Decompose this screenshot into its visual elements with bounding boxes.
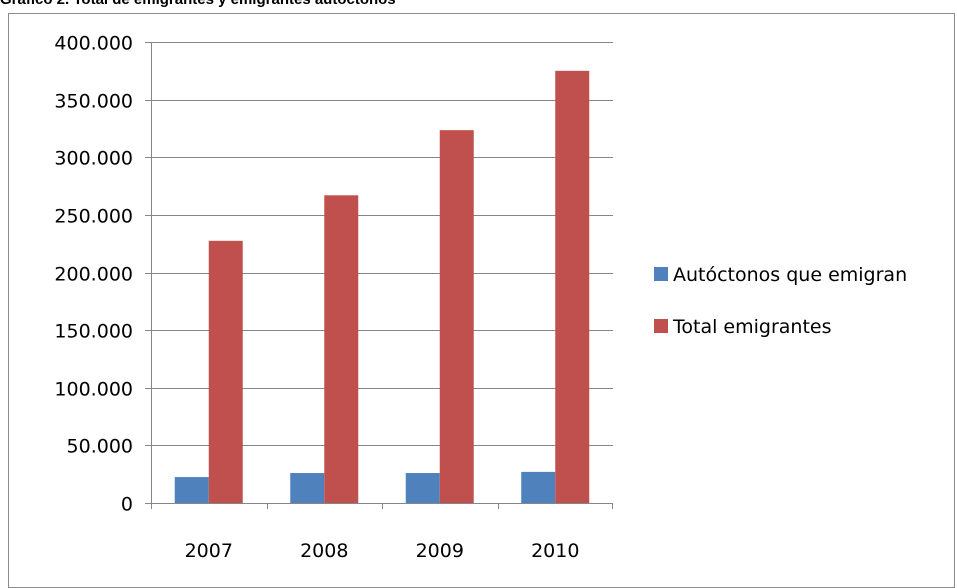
legend-swatch	[654, 267, 668, 281]
chart-frame	[8, 13, 955, 588]
legend-label: Autóctonos que emigran	[673, 264, 907, 286]
bar-autoctonos-2009	[405, 473, 440, 503]
bar-total-2010	[555, 70, 590, 503]
y-tick-label: 50.000	[67, 436, 133, 458]
bar-autoctonos-2008	[290, 473, 325, 503]
y-tick-label: 350.000	[54, 91, 133, 113]
bar-total-2007	[208, 240, 243, 503]
bars	[174, 70, 590, 503]
x-tick-label: 2009	[416, 540, 464, 562]
y-tick-label: 400.000	[54, 33, 133, 55]
y-tick-label: 150.000	[54, 321, 133, 343]
y-tick-label: 100.000	[54, 379, 133, 401]
x-tick-label: 2007	[185, 540, 233, 562]
legend-swatch	[654, 319, 668, 333]
y-tick-label: 0	[121, 494, 133, 516]
chart-title: Gráfico 2. Total de emigrantes y emigran…	[0, 0, 396, 8]
legend: Autóctonos que emigran Total emigrantes	[654, 264, 907, 338]
bar-autoctonos-2007	[174, 477, 209, 503]
x-tick-label: 2010	[531, 540, 579, 562]
y-tick-label: 300.000	[54, 148, 133, 170]
x-tick-label: 2008	[300, 540, 348, 562]
bar-total-2008	[324, 195, 359, 503]
y-tick-label: 200.000	[54, 264, 133, 286]
bar-autoctonos-2010	[521, 471, 556, 503]
axes: 0 50.000 100.000 150.000 200.000 250.000 300.0…	[54, 33, 613, 562]
y-tick-label: 250.000	[54, 206, 133, 228]
legend-label: Total emigrantes	[672, 316, 832, 338]
bar-total-2009	[439, 130, 474, 503]
gridlines	[151, 42, 613, 446]
